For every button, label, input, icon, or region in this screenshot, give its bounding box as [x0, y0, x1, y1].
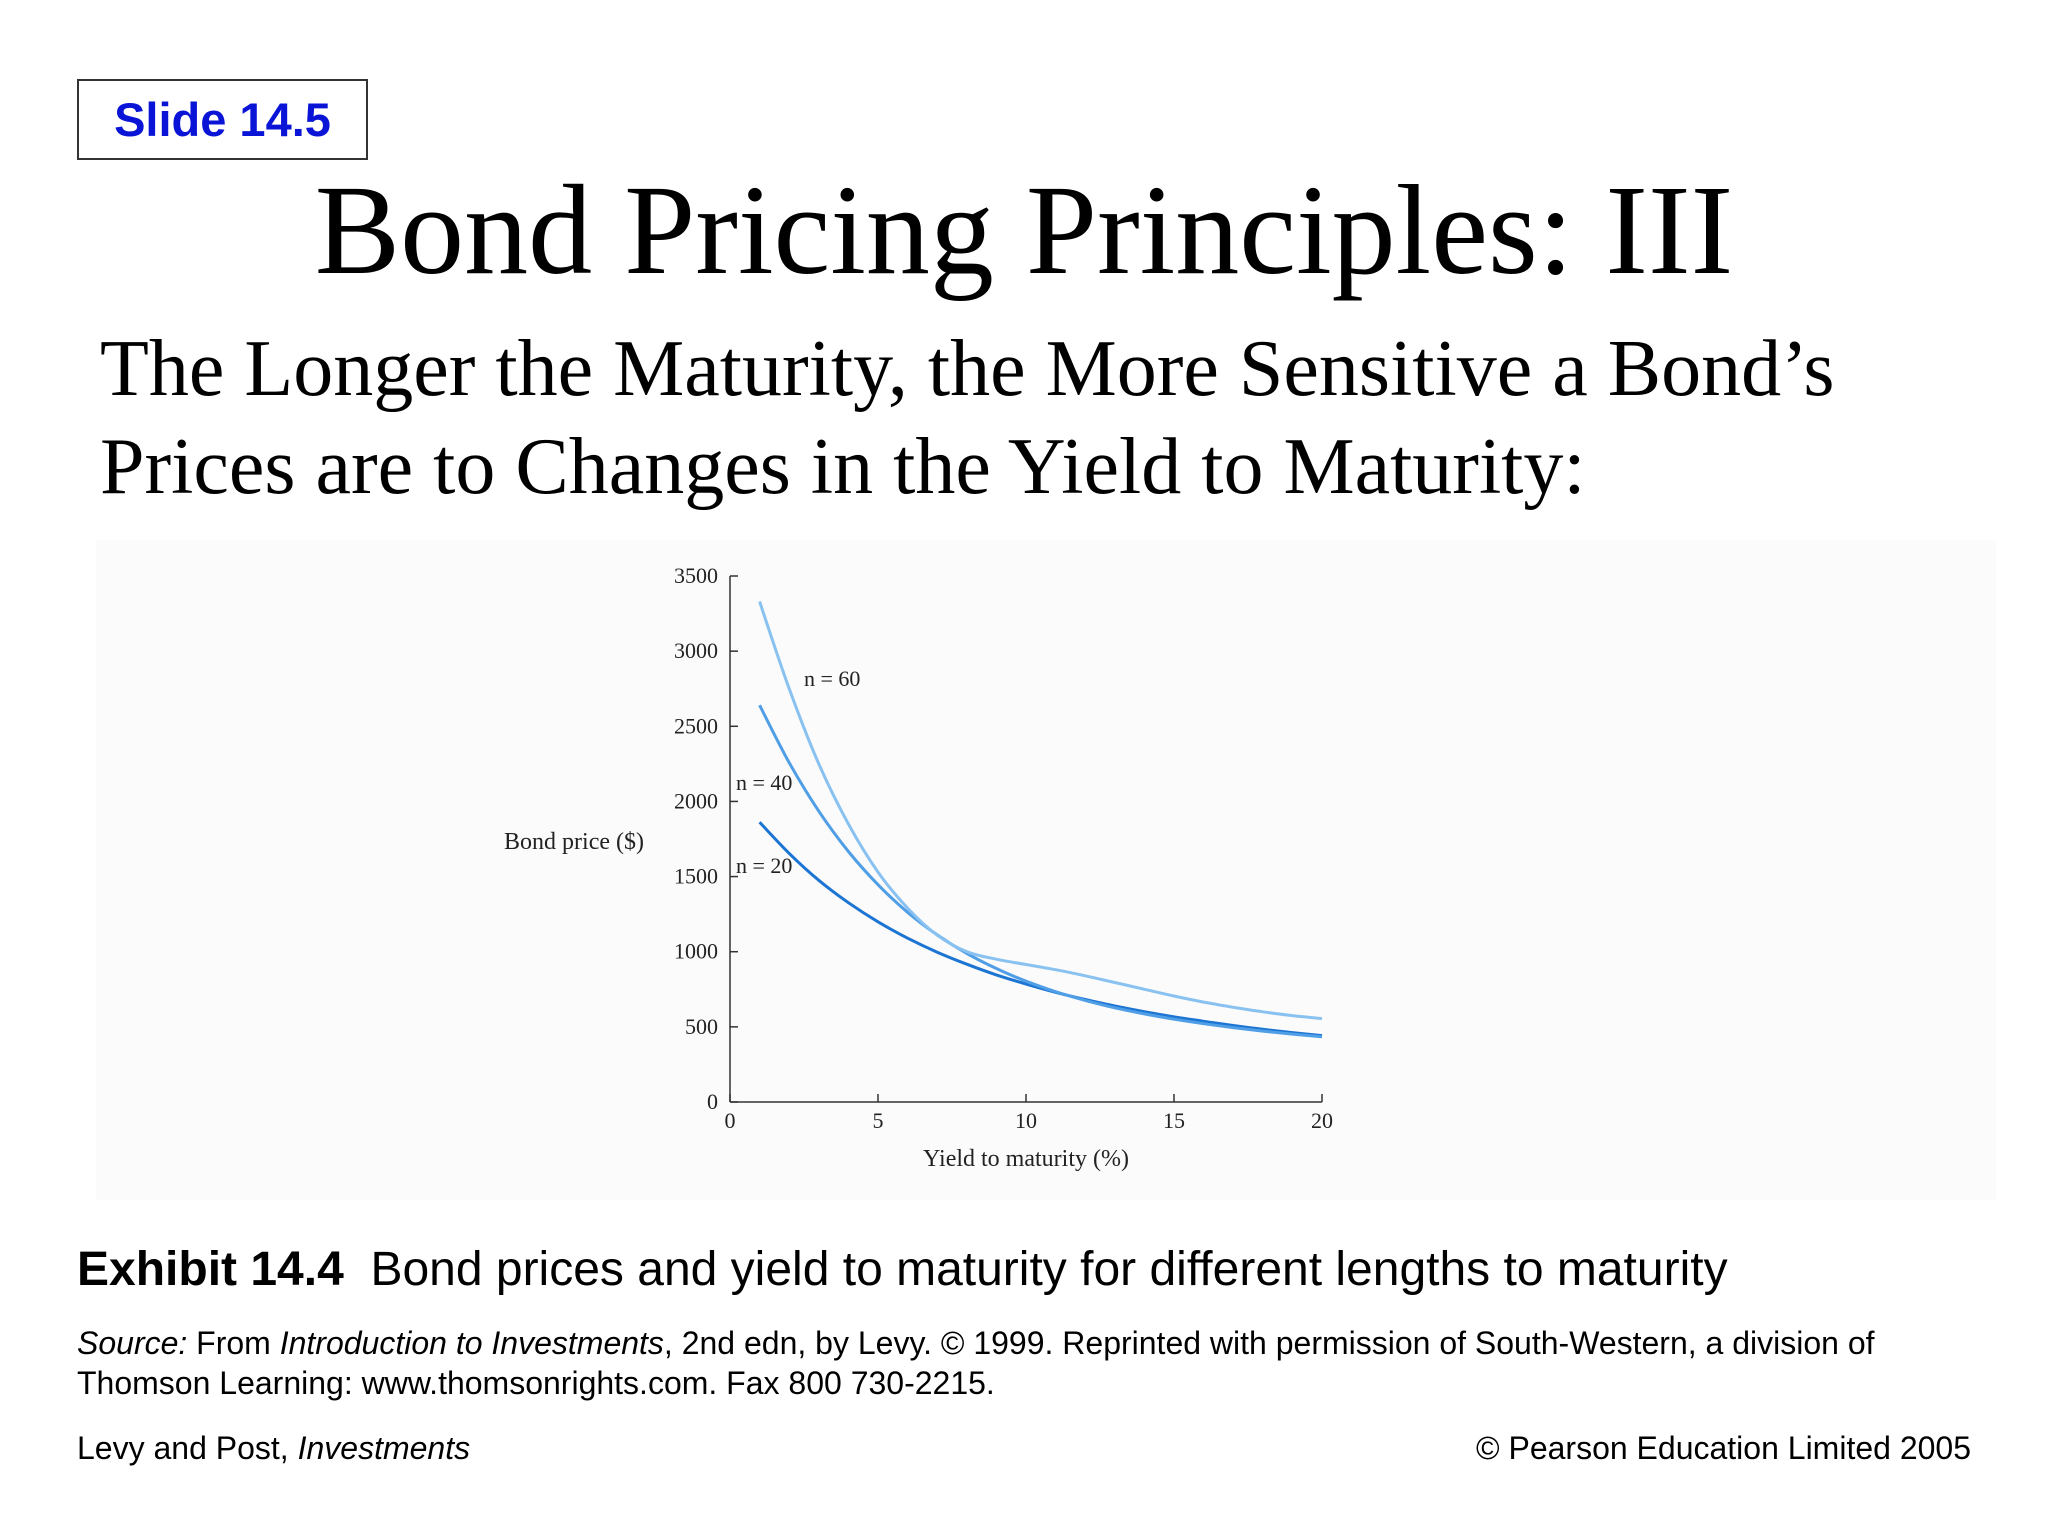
exhibit-text: Bond prices and yield to maturity for di… — [370, 1243, 1728, 1296]
subtitle-line-2: Prices are to Changes in the Yield to Ma… — [100, 423, 1586, 511]
chart-labels: n = 20 n = 40 n = 60 — [736, 666, 860, 878]
x-tick-label: 20 — [1311, 1108, 1333, 1133]
y-tick-label: 1500 — [674, 864, 718, 889]
source-book-title: Introduction to Investments — [279, 1325, 664, 1361]
y-tick-label: 1000 — [674, 939, 718, 964]
series-label-3: n = 60 — [804, 666, 860, 691]
source-note: Source: From Introduction to Investments… — [77, 1323, 1977, 1403]
series-label-2: n = 40 — [736, 770, 792, 795]
series-line-2 — [758, 704, 1323, 1039]
y-tick-label: 0 — [707, 1089, 718, 1114]
footer-copyright: © Pearson Education Limited 2005 — [1476, 1430, 1971, 1466]
slide-number-label: Slide 14.5 — [114, 93, 331, 146]
series-label-1: n = 20 — [736, 853, 792, 878]
x-tick-label: 10 — [1015, 1108, 1037, 1133]
source-text-after: , 2nd edn, by Levy. © 1999. Reprinted wi… — [77, 1325, 1875, 1401]
bond-price-chart: 0 500 1000 1500 2000 2500 3000 3500 0 5 10 15 20 Yiel… — [504, 563, 1333, 1172]
y-axis-title: Bond price ($) — [504, 829, 644, 855]
slide-number-badge: Slide 14.5 — [77, 79, 368, 160]
x-tick-label: 5 — [873, 1108, 884, 1133]
subtitle-line-1: The Longer the Maturity, the More Sensit… — [100, 325, 1835, 413]
exhibit-label: Exhibit 14.4 — [77, 1243, 344, 1296]
x-axis-title: Yield to maturity (%) — [923, 1146, 1129, 1172]
y-tick-label: 3000 — [674, 638, 718, 663]
source-label: Source: — [77, 1325, 188, 1361]
footer-citation: Levy and Post, Investments — [77, 1430, 470, 1467]
chart-lines — [758, 601, 1323, 1039]
footer-authors: Levy and Post, — [77, 1430, 298, 1466]
exhibit-caption: Exhibit 14.4 Bond prices and yield to ma… — [77, 1242, 1728, 1297]
chart-container: 0 500 1000 1500 2000 2500 3000 3500 0 5 10 15 20 Yiel… — [96, 540, 1996, 1200]
source-text-before: From — [187, 1325, 280, 1361]
slide-title: Bond Pricing Principles: III — [314, 159, 1734, 301]
slide-subtitle: The Longer the Maturity, the More Sensit… — [100, 320, 2000, 516]
y-tick-label: 2500 — [674, 713, 718, 738]
y-tick-label: 3500 — [674, 563, 718, 588]
series-line-3 — [758, 601, 1323, 1021]
series-line-1 — [758, 821, 1323, 1038]
y-tick-label: 500 — [685, 1014, 718, 1039]
chart-axes: 0 500 1000 1500 2000 2500 3000 3500 0 5 10 15 20 Yiel… — [504, 563, 1333, 1172]
x-tick-label: 0 — [725, 1108, 736, 1133]
y-tick-label: 2000 — [674, 788, 718, 813]
x-tick-label: 15 — [1163, 1108, 1185, 1133]
footer-book-title: Investments — [297, 1430, 471, 1466]
